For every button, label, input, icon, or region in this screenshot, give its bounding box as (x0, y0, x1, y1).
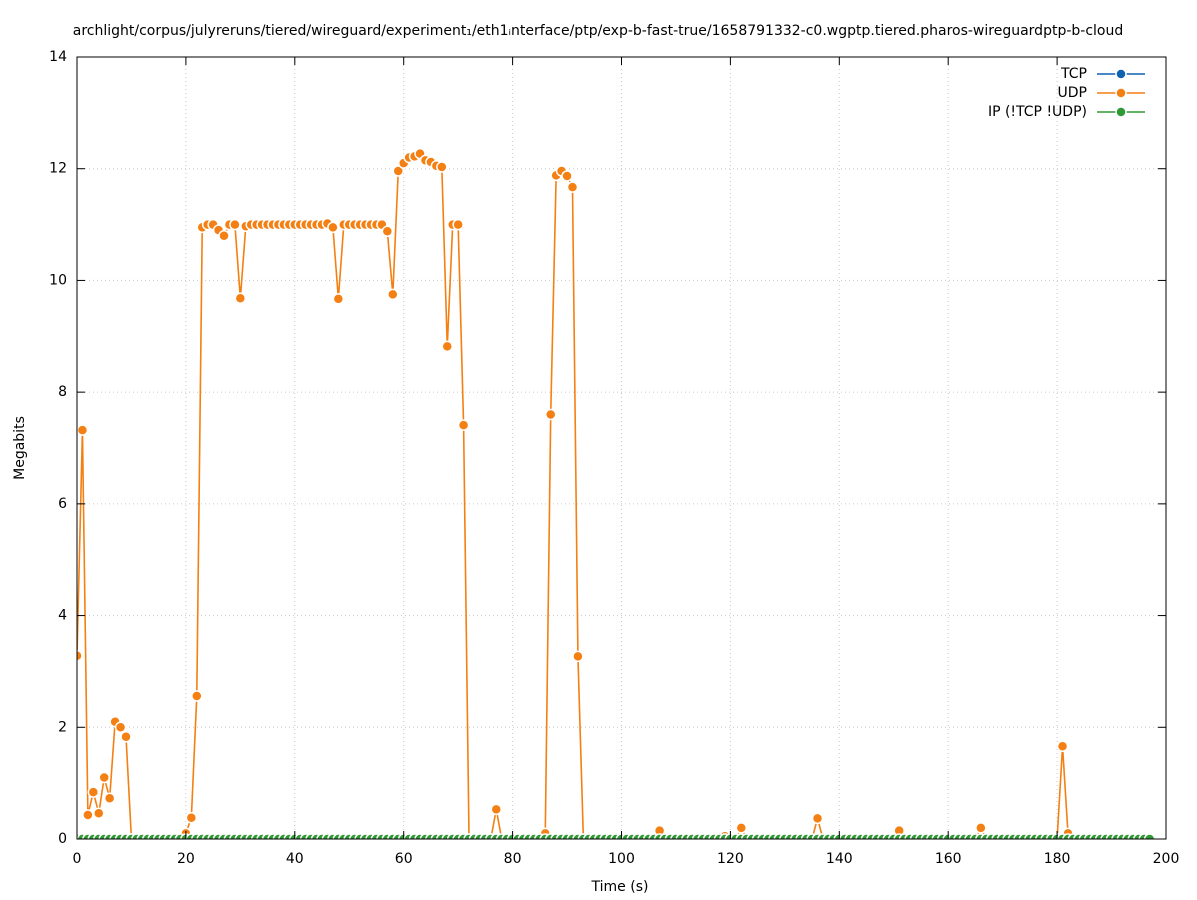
data-point (975, 822, 987, 834)
data-point (87, 786, 100, 798)
data-point (332, 293, 345, 305)
data-point (77, 424, 89, 436)
data-point (392, 165, 405, 177)
x-tick-label: 160 (935, 851, 962, 867)
x-tick-label: 100 (608, 851, 635, 867)
data-point (229, 218, 241, 231)
x-axis-label: Time (s) (591, 879, 649, 895)
y-tick-label: 14 (49, 49, 67, 65)
x-tick-label: 40 (286, 851, 304, 867)
data-point (381, 225, 394, 238)
x-tick-label: 80 (504, 851, 522, 867)
data-point (561, 170, 573, 182)
x-tick-label: 120 (717, 851, 744, 867)
data-point (185, 812, 198, 824)
data-point (234, 292, 247, 305)
data-point (98, 771, 110, 784)
y-tick-label: 8 (58, 384, 67, 400)
legend: TCP UDP IP (!TCP !UDP) (988, 66, 1145, 120)
legend-marker (1115, 106, 1127, 118)
data-point (218, 229, 230, 242)
data-point (191, 690, 203, 702)
data-point (93, 807, 105, 820)
x-tick-label: 0 (73, 851, 82, 867)
data-point (120, 731, 132, 743)
x-tick-label: 60 (395, 851, 413, 867)
legend-label: TCP (1060, 66, 1087, 82)
data-point (77, 650, 83, 662)
data-point (387, 288, 399, 301)
y-tick-label: 12 (49, 161, 67, 177)
legend-marker (1115, 68, 1127, 80)
x-tick-label: 140 (826, 851, 853, 867)
y-tick-label: 0 (58, 831, 67, 847)
data-point (544, 408, 557, 421)
y-tick-label: 4 (58, 608, 67, 624)
data-point (82, 809, 94, 821)
data-point (811, 812, 824, 825)
data-point (572, 650, 584, 663)
data-point (490, 803, 503, 816)
y-tick-label: 2 (58, 719, 67, 735)
data-point (436, 161, 448, 173)
data-point (327, 221, 339, 234)
data-point (457, 419, 470, 431)
y-tick-label: 10 (49, 272, 67, 288)
legend-label: IP (!TCP !UDP) (988, 104, 1087, 120)
data-point (441, 340, 454, 353)
y-tick-label: 6 (58, 496, 67, 512)
x-tick-label: 20 (177, 851, 195, 867)
chart-title: archlight/corpus/julyreruns/tiered/wireg… (73, 23, 1123, 39)
plot-area (77, 147, 1156, 839)
data-point (103, 792, 116, 804)
legend-marker (1115, 87, 1127, 99)
x-tick-label: 180 (1044, 851, 1071, 867)
data-point (452, 218, 464, 231)
data-point (1143, 833, 1156, 839)
x-tick-label: 200 (1153, 851, 1180, 867)
data-point (735, 822, 748, 834)
data-point (1056, 740, 1069, 753)
y-axis-label: Megabits (12, 416, 28, 480)
data-point (114, 721, 127, 734)
legend-label: UDP (1058, 85, 1087, 101)
data-point (566, 181, 579, 193)
